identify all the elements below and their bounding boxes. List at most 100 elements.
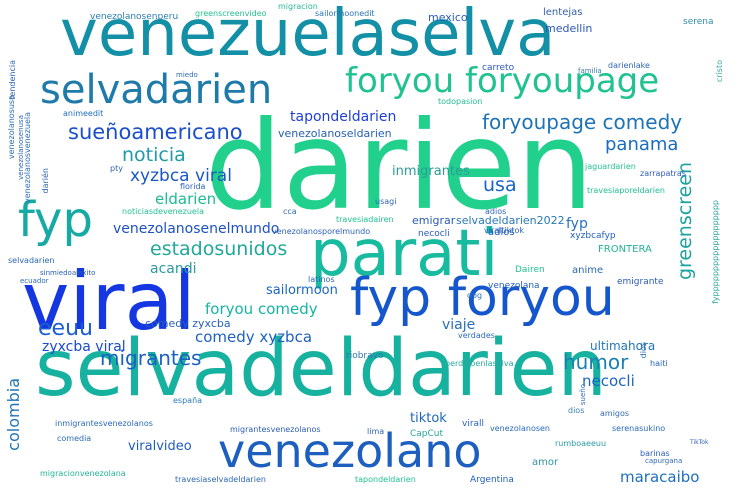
word-mexico: mexico [428, 11, 468, 24]
word-migrantesvenezolanos: migrantesvenezolanos [230, 425, 321, 434]
word-venezolanosenelmundo: venezolanosenelmundo [113, 221, 280, 237]
word-emigrar: emigrar [412, 214, 456, 227]
word-tiktok: tiktok [410, 411, 447, 426]
word-tapondeldarien: tapondeldarien [290, 109, 397, 125]
word-tendencia: tendencia [8, 60, 17, 100]
word-darienlake: darienlake [608, 61, 650, 70]
word-argentina: Argentina [470, 475, 514, 485]
word-venezolanosen: venezolanosen [490, 424, 550, 433]
word-medellin: medellin [545, 22, 593, 35]
word-carreto: carreto [482, 63, 515, 73]
word-serenasukino: serenasukino [612, 424, 666, 433]
word-viraltiktok: viraltiktok [484, 226, 525, 235]
word-perdidoenlaselva: perdidoenlaselva [445, 359, 514, 368]
word-rumboaeeuu: rumboaeeuu [555, 439, 607, 448]
word-venezolanosusa: venezolanosusa [7, 95, 16, 160]
word-viralvideo: viralvideo [128, 439, 192, 454]
word-barinas: barinas [640, 449, 670, 458]
word-darien: darien [205, 95, 594, 237]
word-xyzbcafyp: xyzbcafyp [570, 231, 616, 241]
word-comedia: comedia [57, 434, 92, 443]
word-inmigrantesvenezolanos: inmigrantesvenezolanos [55, 419, 153, 428]
word-ultimahora: ultimahora [590, 339, 656, 353]
word-florida: florida [180, 182, 206, 191]
word-latinos: latinos [308, 275, 335, 284]
word-animeedit: animeedit [63, 109, 104, 118]
word-tapondeldarien-small: tapondeldarien [355, 475, 416, 484]
word-riobravo: riobravo [346, 351, 384, 361]
word-familia: familia [578, 67, 602, 75]
word-espana: españa [173, 396, 203, 405]
word-migrantes: migrantes [100, 346, 202, 370]
word-fyp-small: fyp [566, 216, 588, 232]
word-necocli-small: necocli [418, 229, 450, 239]
word-foryoupage-comedy: foryoupage comedy [482, 110, 683, 134]
word-anime: anime [572, 265, 604, 276]
word-adios-small: adios [485, 207, 507, 216]
word-sinmiedoalexito: sinmiedoalexito [40, 269, 96, 277]
word-travesiaporeldarien: travesiaporeldarien [587, 186, 665, 195]
word-virall: virall [462, 419, 485, 429]
word-comedy-xyzbca: comedy xyzbca [195, 328, 313, 346]
word-foryou-foryoupage: foryou foryoupage [345, 61, 660, 101]
word-venezolano: venezolano [218, 424, 482, 478]
word-selvadeldarien: selvadeldarien [35, 324, 607, 414]
word-fyp-foryou: fyp foryou [350, 268, 615, 328]
word-dios-v: dios [639, 342, 648, 359]
word-humor: humor [563, 350, 629, 374]
word-estadosunidos: estadosunidos [150, 238, 288, 260]
word-cca: cca [283, 207, 297, 216]
word-sailormoonedit: sailormoonedit [315, 9, 375, 18]
word-noticia: noticia [122, 144, 186, 166]
word-eeuu: eeuu [38, 316, 93, 341]
word-capcut: CapCut [410, 429, 444, 439]
word-venezolanosenusa: venezolanosenusa [17, 115, 25, 180]
word-comedy-zyxcba: comedy zyxcba [145, 317, 231, 330]
word-travesiadairen: travesiadairen [336, 215, 394, 224]
word-haiti: haiti [650, 359, 668, 368]
word-migracionvenezolana: migracionvenezolana [40, 469, 126, 478]
word-greenscreenvideo: greenscreenvideo [195, 9, 267, 18]
word-venezolanosporelmundo: venezolanosporelmundo [272, 227, 371, 236]
word-migracion: migracion [278, 2, 318, 11]
word-inmigrantes: inmigrantes [392, 164, 470, 179]
word-tiktok-small: TikTok [690, 439, 709, 446]
word-verdades: verdades [458, 331, 495, 340]
word-sueno: sueño [579, 384, 587, 406]
word-foryou-comedy: foryou comedy [205, 300, 318, 318]
word-venezolanoseldarien: venezolanoseldarien [278, 127, 392, 140]
word-fypppp: fyppppppppppppppppppp [711, 200, 720, 304]
word-zarrapatras: zarrapatras [640, 169, 686, 178]
word-venezolana: venezolana [488, 281, 540, 291]
word-maracaibo: maracaibo [620, 468, 700, 486]
word-lentejas: lentejas [543, 7, 583, 18]
word-panama: panama [605, 134, 679, 155]
word-dios: dios [568, 406, 585, 415]
word-dog: dog [467, 291, 483, 300]
word-fyp: fyp [18, 192, 93, 248]
word-zyxcba-viral: zyxcba viral [42, 339, 126, 355]
word-miedo: miedo [176, 71, 198, 79]
word-sailormoon: sailormoon [266, 283, 338, 298]
word-ecuador: ecuador [20, 277, 49, 285]
word-viral: viral [22, 255, 196, 348]
word-amigos: amigos [600, 409, 630, 418]
word-usa: usa [483, 174, 517, 196]
word-venezolanosvenezuela: venezolanosvenezuela [23, 112, 32, 203]
word-suenoamericano: sueñoamericano [68, 120, 243, 144]
word-selvadarien-small: selvadarien [8, 256, 55, 265]
word-eldarien: eldarien [155, 190, 217, 208]
word-jaguardarien: jaguardarien [585, 162, 636, 171]
word-selvadarien: selvadarien [40, 67, 273, 113]
word-parati: parati [310, 217, 499, 291]
word-venezolanosenperu: venezolanosenperu [90, 12, 179, 22]
word-frontera: FRONTERA [598, 244, 652, 255]
word-emigrante: emigrante [617, 277, 664, 287]
word-cristo: cristo [715, 60, 724, 83]
word-usagi: usagi [375, 197, 397, 206]
word-selvadeldarien2022: selvadeldarien2022 [456, 214, 565, 227]
word-adios: adios [488, 227, 515, 238]
word-necocli: necocli [582, 372, 635, 390]
word-lima: lima [367, 427, 385, 436]
